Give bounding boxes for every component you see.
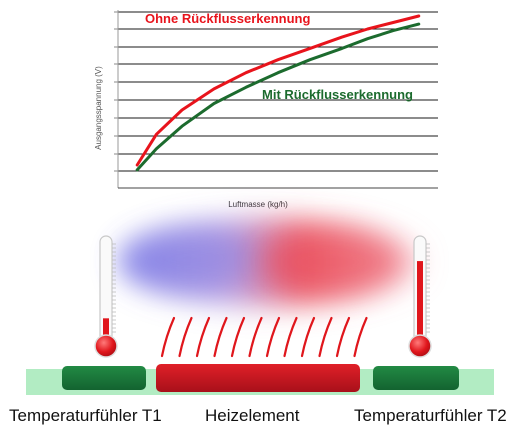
thermometer-t1 [94, 235, 118, 358]
heat-radiation-lines [160, 316, 368, 358]
gridlines [114, 11, 438, 172]
heat-line [353, 316, 368, 358]
series-label-mit: Mit Rückflusserkennung [262, 87, 413, 102]
heat-line [335, 316, 351, 358]
heat-line [230, 316, 246, 358]
thermometer-t2 [408, 235, 432, 358]
heat-line [160, 316, 176, 358]
thermometer-t1-scale [112, 243, 116, 333]
heat-line [283, 316, 298, 358]
thermometer-t2-scale [426, 243, 430, 333]
thermometer-t2-fill [417, 261, 423, 348]
output-voltage-chart: Ohne Rückflusserkennung Mit Rückflusserk… [94, 10, 438, 209]
series-label-ohne: Ohne Rückflusserkennung [145, 11, 310, 26]
heat-line [300, 316, 316, 358]
x-axis-label: Luftmasse (kg/h) [228, 200, 288, 209]
thermometer-t2-bulb [408, 334, 432, 358]
heat-line [248, 316, 263, 358]
series-line-0 [135, 14, 421, 167]
thermometer-t1-bulb [94, 334, 118, 358]
label-heater: Heizelement [205, 406, 300, 425]
heat-line [213, 316, 228, 358]
heat-line [265, 316, 281, 358]
series-lines [135, 14, 421, 172]
label-sensor-t1: Temperaturfühler T1 [9, 406, 162, 425]
plot-area [118, 10, 438, 188]
heat-line [195, 316, 211, 358]
label-sensor-t2: Temperaturfühler T2 [354, 406, 507, 425]
y-axis-label: Ausgangsspannung (V) [94, 66, 103, 150]
heat-line [178, 316, 193, 358]
sensor-pad-t1 [62, 366, 146, 390]
thermometer-t1-fill [103, 318, 109, 348]
air-flow-cloud [120, 218, 420, 306]
heat-line [318, 316, 333, 358]
sensor-pad-t2 [373, 366, 459, 390]
heating-element [156, 364, 360, 392]
